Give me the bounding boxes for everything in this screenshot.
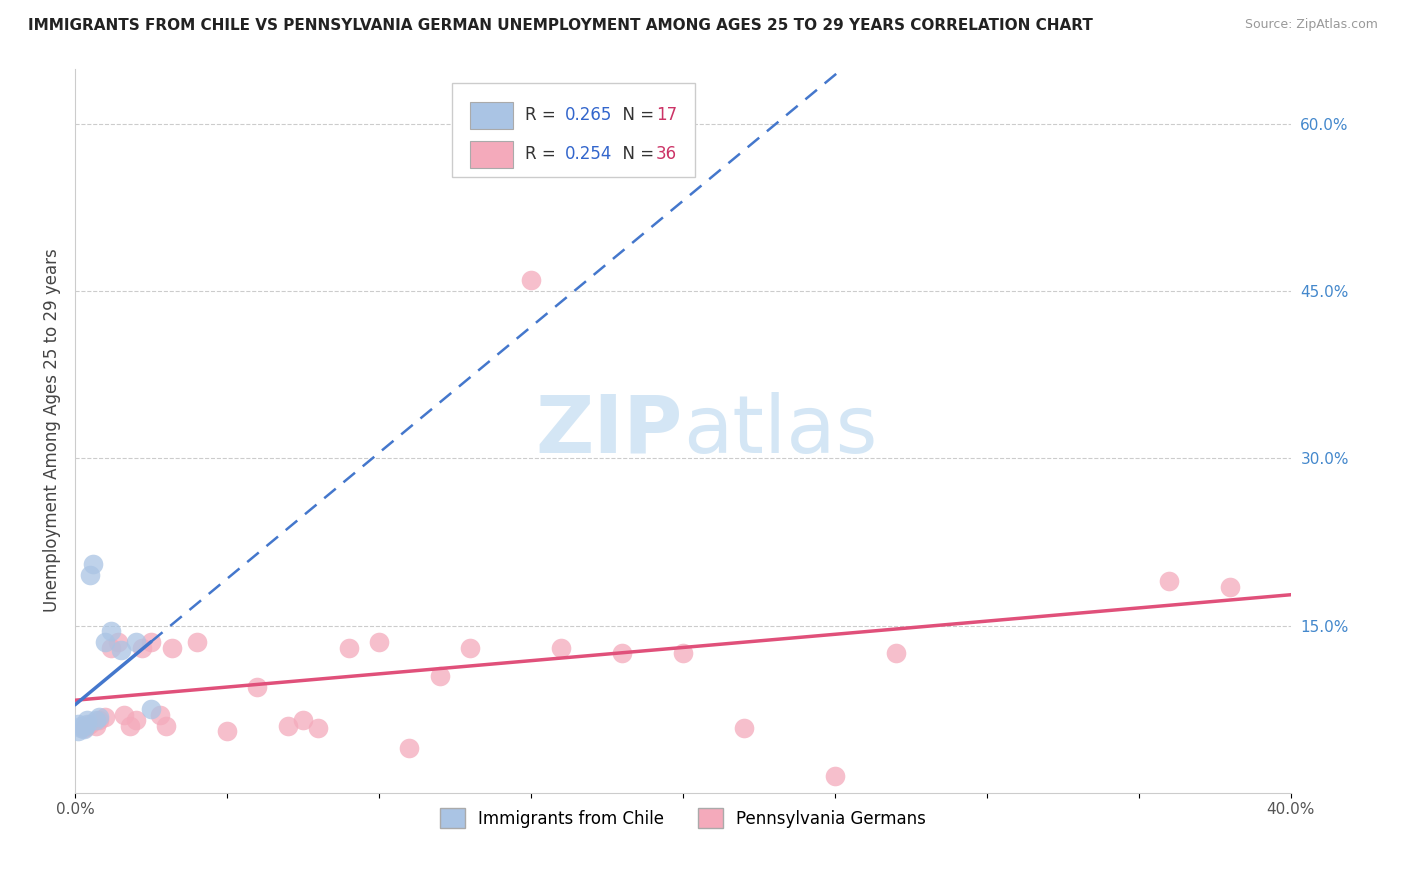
Point (79, 568, 101, 582)
Point (162, 640, 184, 655)
Point (1219, 580, 1241, 594)
Point (84, 713, 107, 727)
Point (367, 635, 389, 649)
Point (1157, 574, 1180, 588)
Point (79, 716, 101, 731)
Point (118, 719, 141, 733)
Point (186, 635, 208, 649)
Point (112, 707, 135, 722)
Point (139, 702, 162, 716)
Point (70, 721, 93, 735)
Text: R =: R = (524, 145, 561, 163)
Text: R =: R = (524, 106, 561, 124)
Text: N =: N = (612, 145, 659, 163)
Point (520, 273, 543, 287)
Point (277, 719, 299, 733)
Point (89, 713, 111, 727)
Point (110, 643, 132, 657)
Point (307, 721, 329, 735)
Point (82, 558, 104, 572)
Point (610, 647, 633, 661)
FancyBboxPatch shape (470, 102, 513, 129)
Point (89, 710, 111, 724)
Text: IMMIGRANTS FROM CHILE VS PENNSYLVANIA GERMAN UNEMPLOYMENT AMONG AGES 25 TO 29 YE: IMMIGRANTS FROM CHILE VS PENNSYLVANIA GE… (28, 18, 1092, 33)
Point (550, 640, 572, 655)
Text: N =: N = (612, 106, 659, 124)
Point (824, 769, 846, 783)
FancyBboxPatch shape (451, 83, 695, 178)
Point (67, 724, 90, 739)
Point (215, 724, 238, 739)
Point (291, 713, 314, 727)
Point (100, 624, 122, 639)
Point (107, 635, 129, 649)
Point (398, 741, 420, 756)
Point (76, 716, 98, 731)
Point (73, 722, 96, 736)
Point (458, 640, 481, 655)
Legend: Immigrants from Chile, Pennsylvania Germans: Immigrants from Chile, Pennsylvania Germ… (433, 801, 932, 835)
Text: Source: ZipAtlas.com: Source: ZipAtlas.com (1244, 18, 1378, 31)
Point (84, 719, 107, 733)
Point (67, 716, 90, 731)
Point (76, 719, 98, 733)
Point (73, 721, 96, 735)
Y-axis label: Unemployment Among Ages 25 to 29 years: Unemployment Among Ages 25 to 29 years (44, 249, 60, 613)
Text: 0.254: 0.254 (565, 145, 612, 163)
Point (672, 647, 695, 661)
Text: 0.265: 0.265 (565, 106, 612, 124)
Point (100, 640, 122, 655)
Point (429, 668, 451, 682)
Point (73, 719, 96, 733)
Text: 17: 17 (657, 106, 678, 124)
Text: atlas: atlas (683, 392, 877, 469)
Point (246, 680, 269, 694)
Point (94, 710, 117, 724)
Point (76, 713, 98, 727)
Point (884, 647, 907, 661)
Point (139, 635, 162, 649)
Point (125, 635, 148, 649)
Point (337, 640, 360, 655)
FancyBboxPatch shape (470, 141, 513, 169)
Point (94, 635, 117, 649)
Point (733, 721, 755, 735)
Point (149, 707, 172, 722)
Text: ZIP: ZIP (536, 392, 683, 469)
Point (155, 719, 177, 733)
Point (70, 719, 93, 733)
Point (131, 640, 153, 655)
Point (125, 713, 148, 727)
Text: 36: 36 (657, 145, 678, 163)
